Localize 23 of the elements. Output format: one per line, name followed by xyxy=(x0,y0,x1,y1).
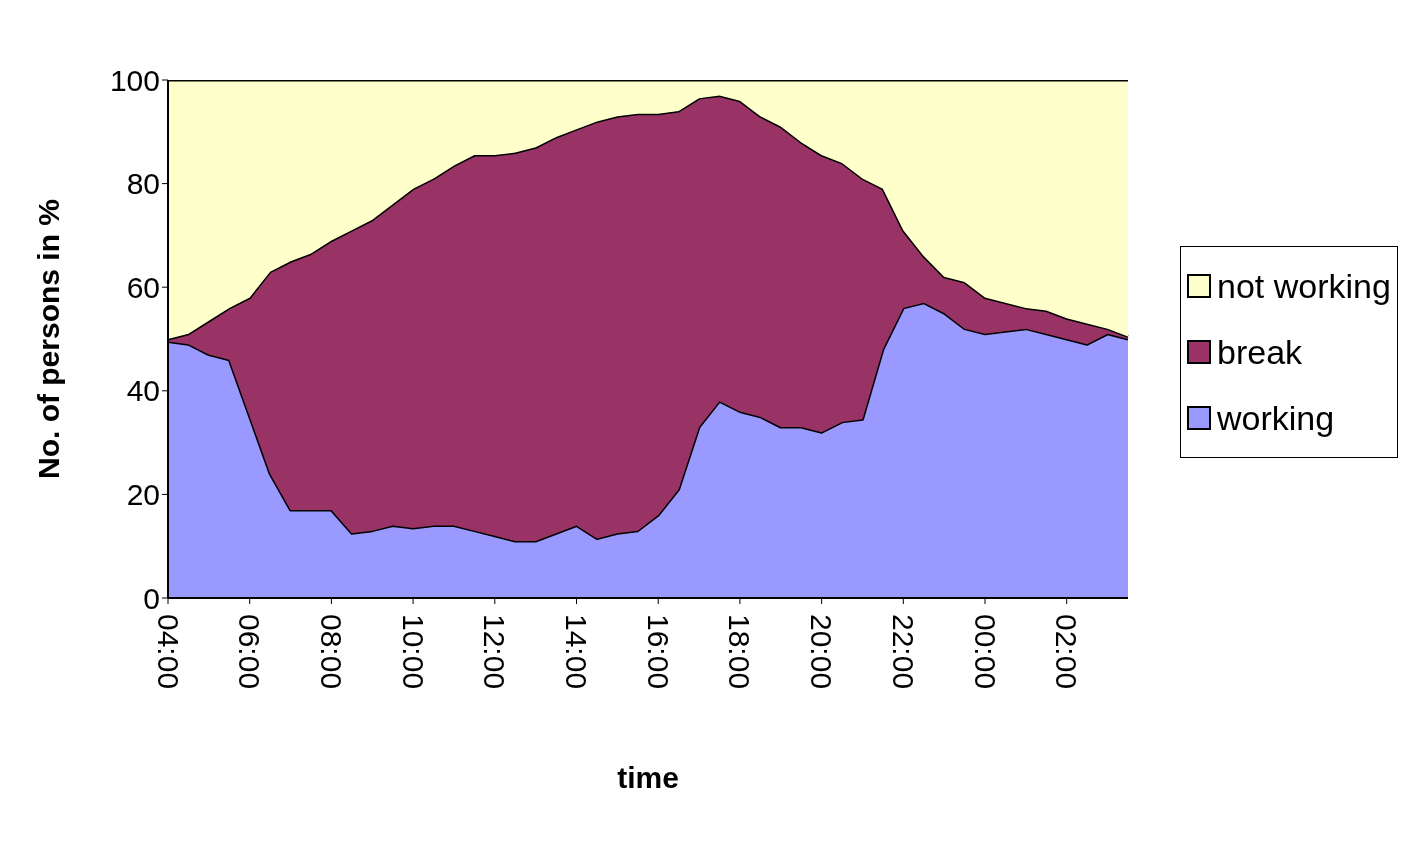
x-tick-label: 04:00 xyxy=(151,614,185,690)
legend-label: break xyxy=(1217,332,1303,372)
x-tick-label: 16:00 xyxy=(641,614,675,690)
y-tick-label: 80 xyxy=(126,167,160,201)
y-tick-label: 0 xyxy=(143,581,160,615)
legend-label: working xyxy=(1217,398,1335,438)
x-tick-label: 18:00 xyxy=(723,614,757,690)
x-tick-label: 10:00 xyxy=(396,614,430,690)
x-tick-label: 12:00 xyxy=(478,614,512,690)
y-tick-label: 40 xyxy=(126,374,160,408)
x-tick-label: 06:00 xyxy=(233,614,267,690)
y-tick-label: 100 xyxy=(109,63,160,97)
x-tick-label: 14:00 xyxy=(560,614,594,690)
x-axis-title: time xyxy=(617,761,679,794)
y-axis-title: No. of persons in % xyxy=(31,198,65,480)
x-tick-label: 20:00 xyxy=(805,614,839,690)
x-tick-label: 08:00 xyxy=(314,614,348,690)
legend-label: not working xyxy=(1217,266,1391,306)
y-tick-label: 60 xyxy=(126,270,160,304)
x-tick-label: 02:00 xyxy=(1050,614,1084,690)
y-tick-label: 20 xyxy=(126,478,160,512)
x-tick-label: 22:00 xyxy=(886,614,920,690)
x-tick-label: 00:00 xyxy=(968,614,1002,690)
